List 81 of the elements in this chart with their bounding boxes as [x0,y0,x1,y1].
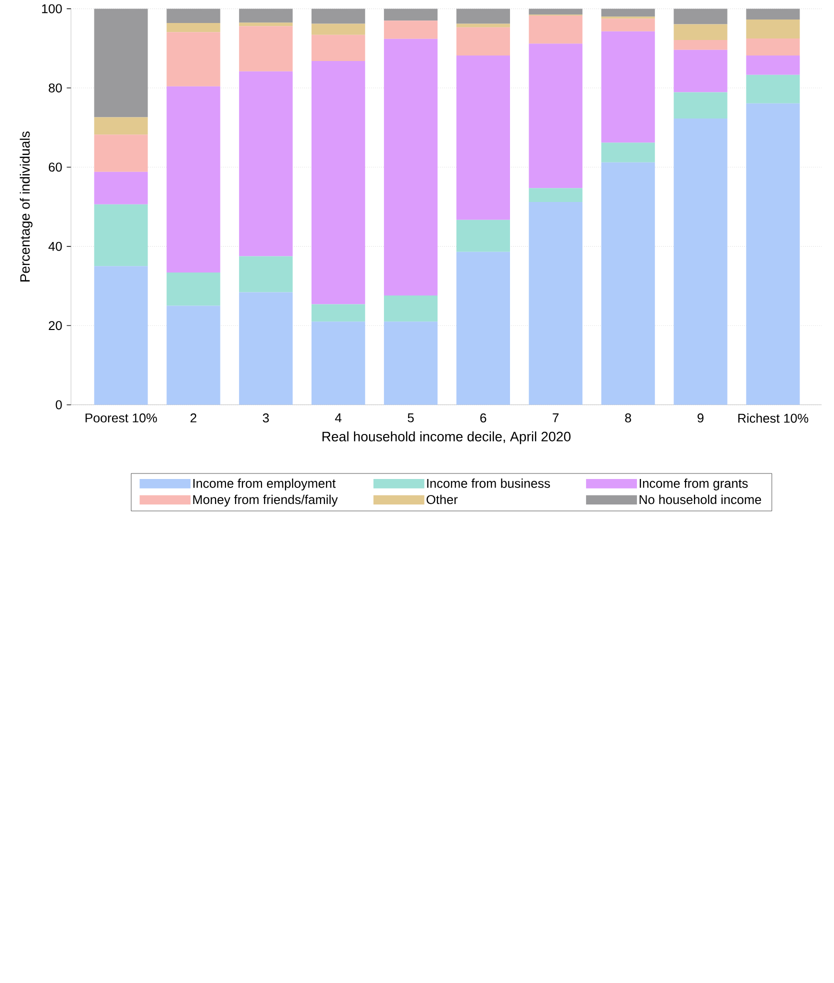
bar [166,306,220,405]
bar [239,292,293,405]
legend-label: Income from employment [194,478,336,490]
x-tick-label: 5 [408,413,414,422]
x-tick-label: 9 [698,413,704,422]
bar [94,8,148,118]
bar [529,188,583,202]
bar [601,18,656,32]
bar [674,40,728,50]
bar [601,162,656,405]
bar [94,266,148,405]
bar [312,24,366,35]
y-tick-label: 80 [48,83,62,92]
x-tick-label: Poorest 10% [86,413,158,422]
bar [384,295,438,322]
x-tick-label: 6 [480,413,486,422]
bar [674,92,728,118]
bar [746,74,800,104]
x-tick-label: 2 [190,413,197,422]
bar [456,220,510,252]
bar [166,272,220,306]
bar [674,8,728,24]
x-tick-label: Richest 10% [738,413,808,423]
bar [384,20,438,39]
bar [529,8,583,15]
bar [456,8,510,24]
bar [746,8,800,20]
y-tick-label: 60 [49,162,62,172]
y-axis-title: Percentage of individuals [20,131,33,282]
bar [312,322,366,405]
bar [456,27,510,56]
bar [94,134,148,172]
bar [384,38,438,296]
y-tick-label: 100 [42,4,62,14]
bar [239,8,293,23]
bar [239,26,293,72]
bar [166,32,220,86]
x-tick-label: 8 [625,413,632,422]
bar [746,103,800,405]
y-tick-label: 0 [56,400,62,410]
bar [166,86,220,273]
bar [746,38,800,56]
bar [384,8,438,21]
bar [312,34,366,62]
x-tick-label: 3 [263,413,270,422]
bar [239,71,293,256]
bar [529,15,583,44]
bar [674,24,728,40]
bar [312,304,366,322]
bar [239,256,293,292]
bar [456,24,510,28]
legend-label: Money from friends/family [193,494,338,507]
bar [674,118,728,405]
bar [601,31,656,143]
legend-label: No household income [640,494,762,504]
bar [529,202,583,405]
x-tick-label: 4 [335,413,342,422]
legend-label: Income from grants [640,478,748,490]
bar [529,44,583,188]
bar [746,19,800,38]
bar [94,117,148,135]
y-tick-label: 40 [48,242,62,251]
legend-label: Income from business [427,478,550,488]
legend-label: Other [426,494,458,504]
bar [384,322,438,405]
bar [601,142,656,162]
bar [601,8,656,17]
x-axis-title: Real household income decile, April 2020 [322,431,571,444]
bar [166,23,220,32]
x-tick-label: 7 [552,413,559,422]
y-tick-label: 20 [49,321,62,330]
bar [746,55,800,75]
bar [239,22,293,26]
bar [94,204,148,266]
bar [166,8,220,23]
bar [94,172,148,204]
bar [456,252,510,405]
bar [312,61,366,304]
bar [456,55,510,220]
bar [674,50,728,92]
bar [312,8,366,24]
